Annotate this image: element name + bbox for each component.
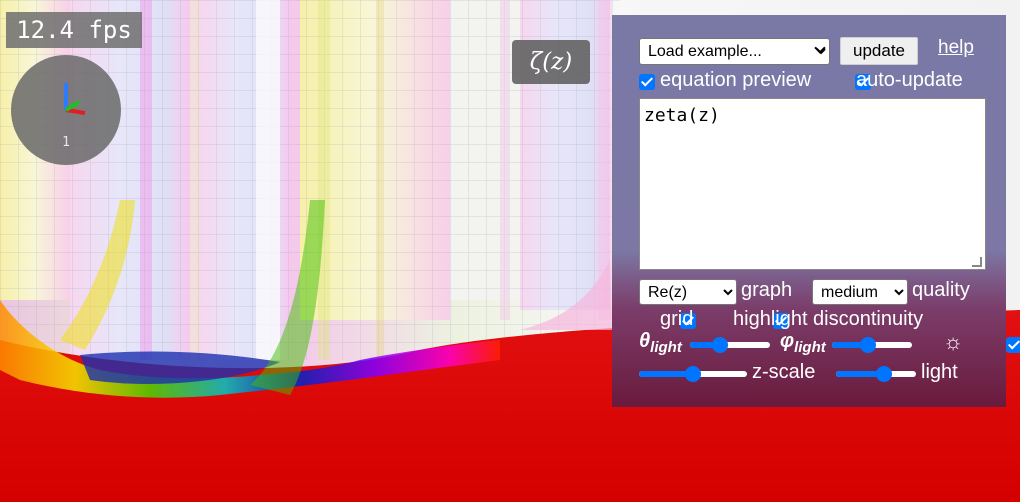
control-panel: Load example... update help equation pre… — [612, 15, 1020, 407]
equation-preview-label: equation preview — [660, 69, 812, 91]
axis-gizmo[interactable]: 1 — [11, 55, 121, 165]
light-label: light — [921, 361, 958, 383]
light-knob[interactable] — [875, 366, 892, 382]
z-scale-slider[interactable] — [639, 366, 747, 382]
light-fill — [836, 371, 884, 377]
phi-light-label: φlight — [780, 330, 826, 356]
phi-light-knob[interactable] — [859, 337, 876, 353]
z-scale-fill — [639, 371, 693, 377]
quality-select[interactable]: medium — [812, 279, 908, 305]
theta-light-fill — [690, 342, 721, 348]
z-scale-knob[interactable] — [685, 366, 701, 382]
theta-symbol: θ — [639, 330, 651, 352]
light-slider[interactable] — [836, 366, 916, 382]
auto-update-checkbox[interactable] — [855, 74, 872, 90]
theta-light-knob[interactable] — [712, 337, 729, 353]
sun-light-checkbox[interactable] — [1005, 337, 1020, 353]
phi-subscript: light — [794, 339, 826, 356]
phi-light-slider[interactable] — [832, 337, 912, 353]
sun-icon: ☼ — [943, 329, 964, 354]
theta-light-label: θlight — [639, 330, 682, 356]
highlight-discontinuity-label: highlight discontinuity — [733, 308, 924, 330]
equation-preview-checkbox[interactable] — [639, 74, 655, 90]
quality-label: quality — [912, 279, 970, 301]
axis-icon — [64, 83, 86, 115]
equation-preview: ζ(z) — [512, 40, 590, 84]
help-link[interactable]: help — [938, 37, 974, 58]
phi-light-fill — [832, 342, 868, 348]
auto-update-label: auto-update — [856, 69, 963, 91]
z-scale-label: z-scale — [752, 361, 816, 383]
theta-subscript: light — [650, 339, 682, 356]
theta-light-slider[interactable] — [690, 337, 770, 353]
grid-label: grid — [660, 308, 694, 330]
graph-select[interactable]: Re(z) — [639, 279, 737, 305]
update-button[interactable]: update — [840, 37, 918, 65]
resize-handle-icon[interactable] — [972, 257, 982, 267]
graph-label: graph — [741, 279, 793, 301]
equation-input[interactable]: zeta(z) — [639, 98, 986, 270]
fps-counter: 12.4 fps — [6, 12, 142, 48]
highlight-discontinuity-checkbox[interactable] — [773, 313, 790, 329]
example-select[interactable]: Load example... — [639, 38, 830, 65]
phi-symbol: φ — [780, 330, 795, 352]
grid-checkbox[interactable] — [679, 313, 696, 329]
gizmo-label: 1 — [62, 135, 70, 150]
